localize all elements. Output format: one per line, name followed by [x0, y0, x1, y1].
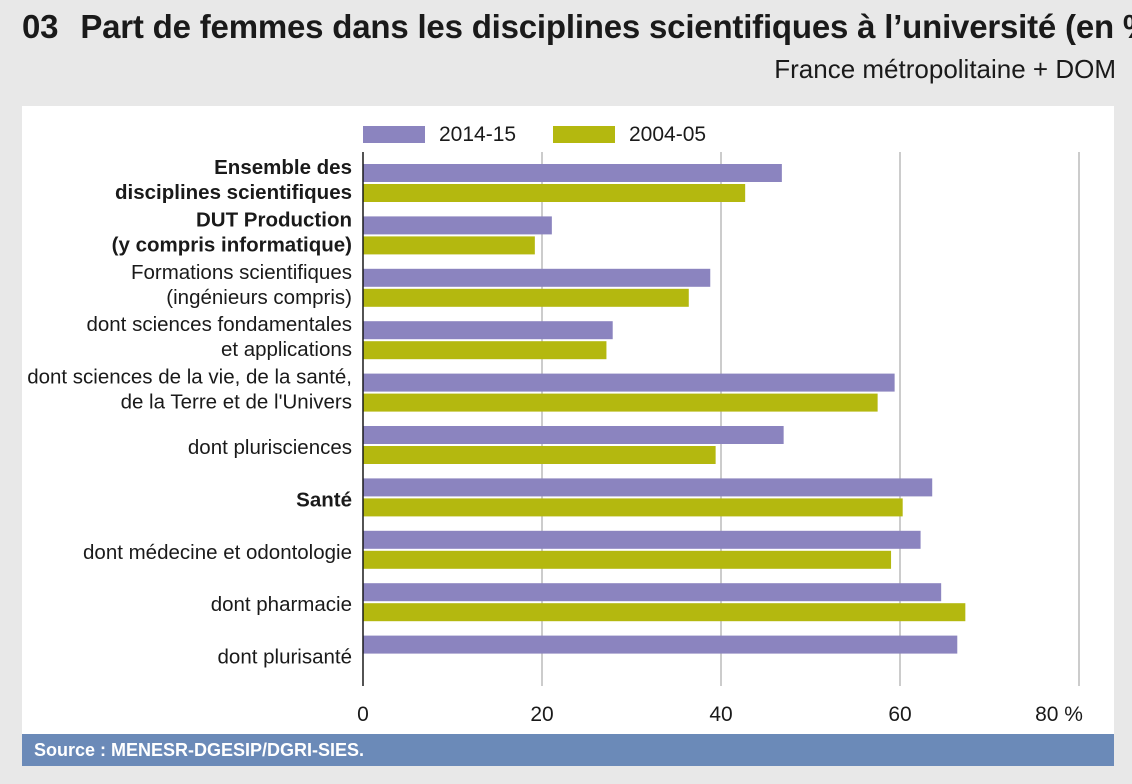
- category-label: dont plurisciences: [188, 436, 352, 459]
- chart-title: Part de femmes dans les disciplines scie…: [80, 8, 1132, 45]
- category-label: de la Terre et de l'Univers: [121, 391, 352, 414]
- bar-2004-05: [363, 184, 746, 202]
- chart-panel: Ensemble des disciplines scientifiques DUT…: [22, 106, 1114, 734]
- category-label: dont sciences de la vie, de la santé,: [27, 366, 352, 389]
- category-label: disciplines scientifiques: [115, 181, 352, 204]
- category-label: et applications: [221, 338, 352, 361]
- category-label: (ingénieurs compris): [166, 286, 352, 309]
- category-label: Formations scientifiques: [131, 261, 352, 284]
- bar-2004-05: [363, 236, 535, 255]
- bar-2014-15: [363, 373, 895, 392]
- category-label: dont médecine et odontologie: [83, 541, 352, 564]
- bar-2014-15: [363, 530, 921, 549]
- figure-number: 03: [22, 8, 59, 45]
- bar-2004-05: [363, 446, 716, 464]
- legend-swatch: [363, 126, 425, 143]
- bar-2004-05: [363, 341, 607, 360]
- x-tick-label: 40: [709, 703, 732, 726]
- category-label: Santé: [296, 488, 352, 511]
- bar-2014-15: [363, 164, 782, 182]
- bar-2014-15: [363, 268, 711, 287]
- legend-label: 2004-05: [629, 123, 706, 146]
- category-label: dont pharmacie: [211, 593, 352, 616]
- legend-label: 2014-15: [439, 123, 516, 146]
- x-tick-label: 80 %: [1035, 703, 1083, 726]
- bar-2004-05: [363, 603, 966, 622]
- bar-2004-05: [363, 288, 689, 307]
- bar-2014-15: [363, 216, 552, 235]
- source-note: Source : MENESR-DGESIP/DGRI-SIES.: [22, 734, 1114, 766]
- x-tick-label: 20: [530, 703, 553, 726]
- category-label: dont sciences fondamentales: [86, 313, 352, 336]
- category-label: Ensemble des: [214, 156, 352, 179]
- x-tick-label: 60: [888, 703, 911, 726]
- bar-2014-15: [363, 583, 942, 602]
- category-label: dont plurisanté: [218, 646, 352, 669]
- bar-2014-15: [363, 478, 933, 497]
- category-label: DUT Production: [196, 208, 352, 231]
- chart-title-line: 03 Part de femmes dans les disciplines sc…: [22, 8, 1132, 46]
- chart-subtitle: France métropolitaine + DOM: [774, 54, 1116, 84]
- bar-2014-15: [363, 426, 784, 444]
- category-label: (y compris informatique): [112, 233, 352, 256]
- bar-2014-15: [363, 635, 958, 654]
- x-tick-label: 0: [357, 703, 369, 726]
- bar-2004-05: [363, 393, 878, 412]
- bar-2014-15: [363, 321, 613, 340]
- bar-2004-05: [363, 550, 892, 569]
- bar-2004-05: [363, 498, 903, 517]
- legend-swatch: [553, 126, 615, 143]
